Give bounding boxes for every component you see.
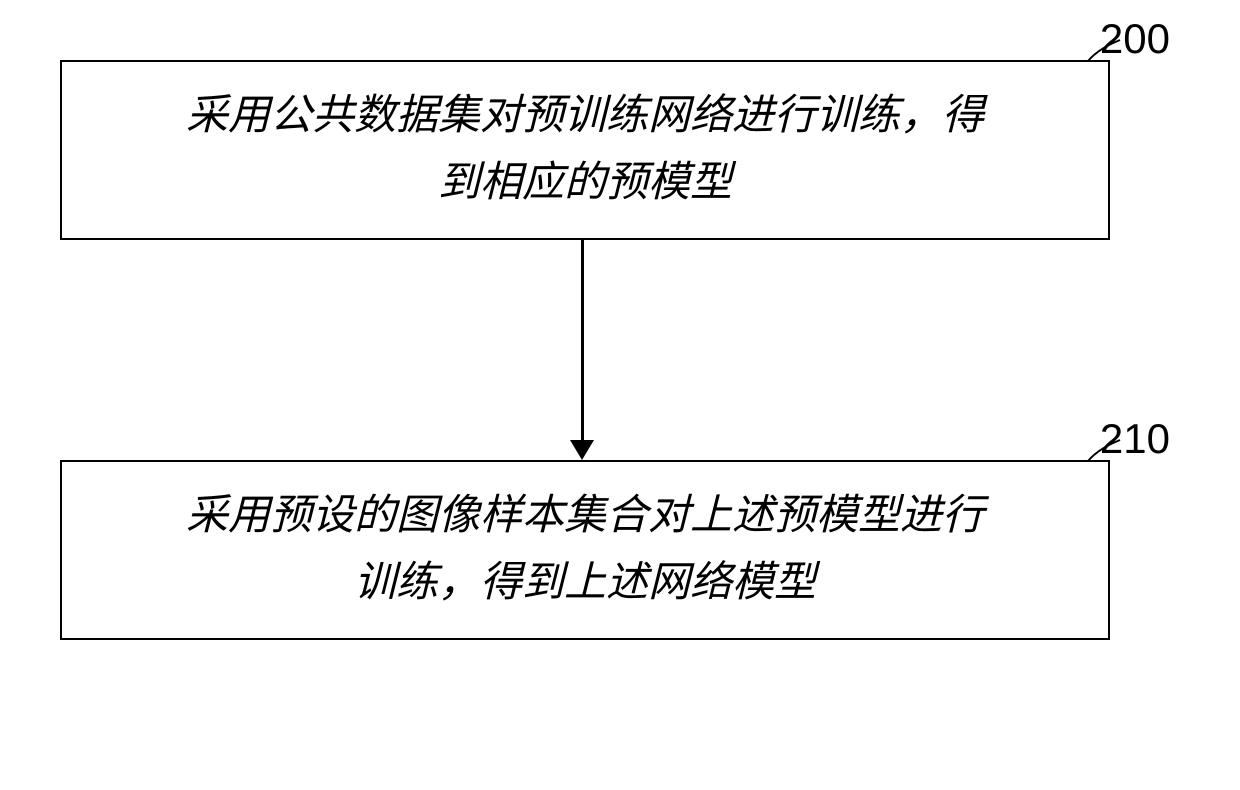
text-line2-210: 训练，得到上述网络模型 [354,560,816,606]
text-line2-200: 到相应的预模型 [438,160,732,206]
box-text-200: 采用公共数据集对预训练网络进行训练，得 到相应的预模型 [186,83,984,217]
text-line1-200: 采用公共数据集对预训练网络进行训练，得 [186,93,984,139]
flowchart-container: 200 采用公共数据集对预训练网络进行训练，得 到相应的预模型 210 采用预设… [0,0,1240,790]
arrow-line [581,240,584,440]
arrow-connector [580,240,584,460]
arrow-head-icon [570,440,594,460]
text-line1-210: 采用预设的图像样本集合对上述预模型进行 [186,493,984,539]
flow-box-step-200: 采用公共数据集对预训练网络进行训练，得 到相应的预模型 [60,60,1110,240]
flow-box-step-210: 采用预设的图像样本集合对上述预模型进行 训练，得到上述网络模型 [60,460,1110,640]
box-text-210: 采用预设的图像样本集合对上述预模型进行 训练，得到上述网络模型 [186,483,984,617]
